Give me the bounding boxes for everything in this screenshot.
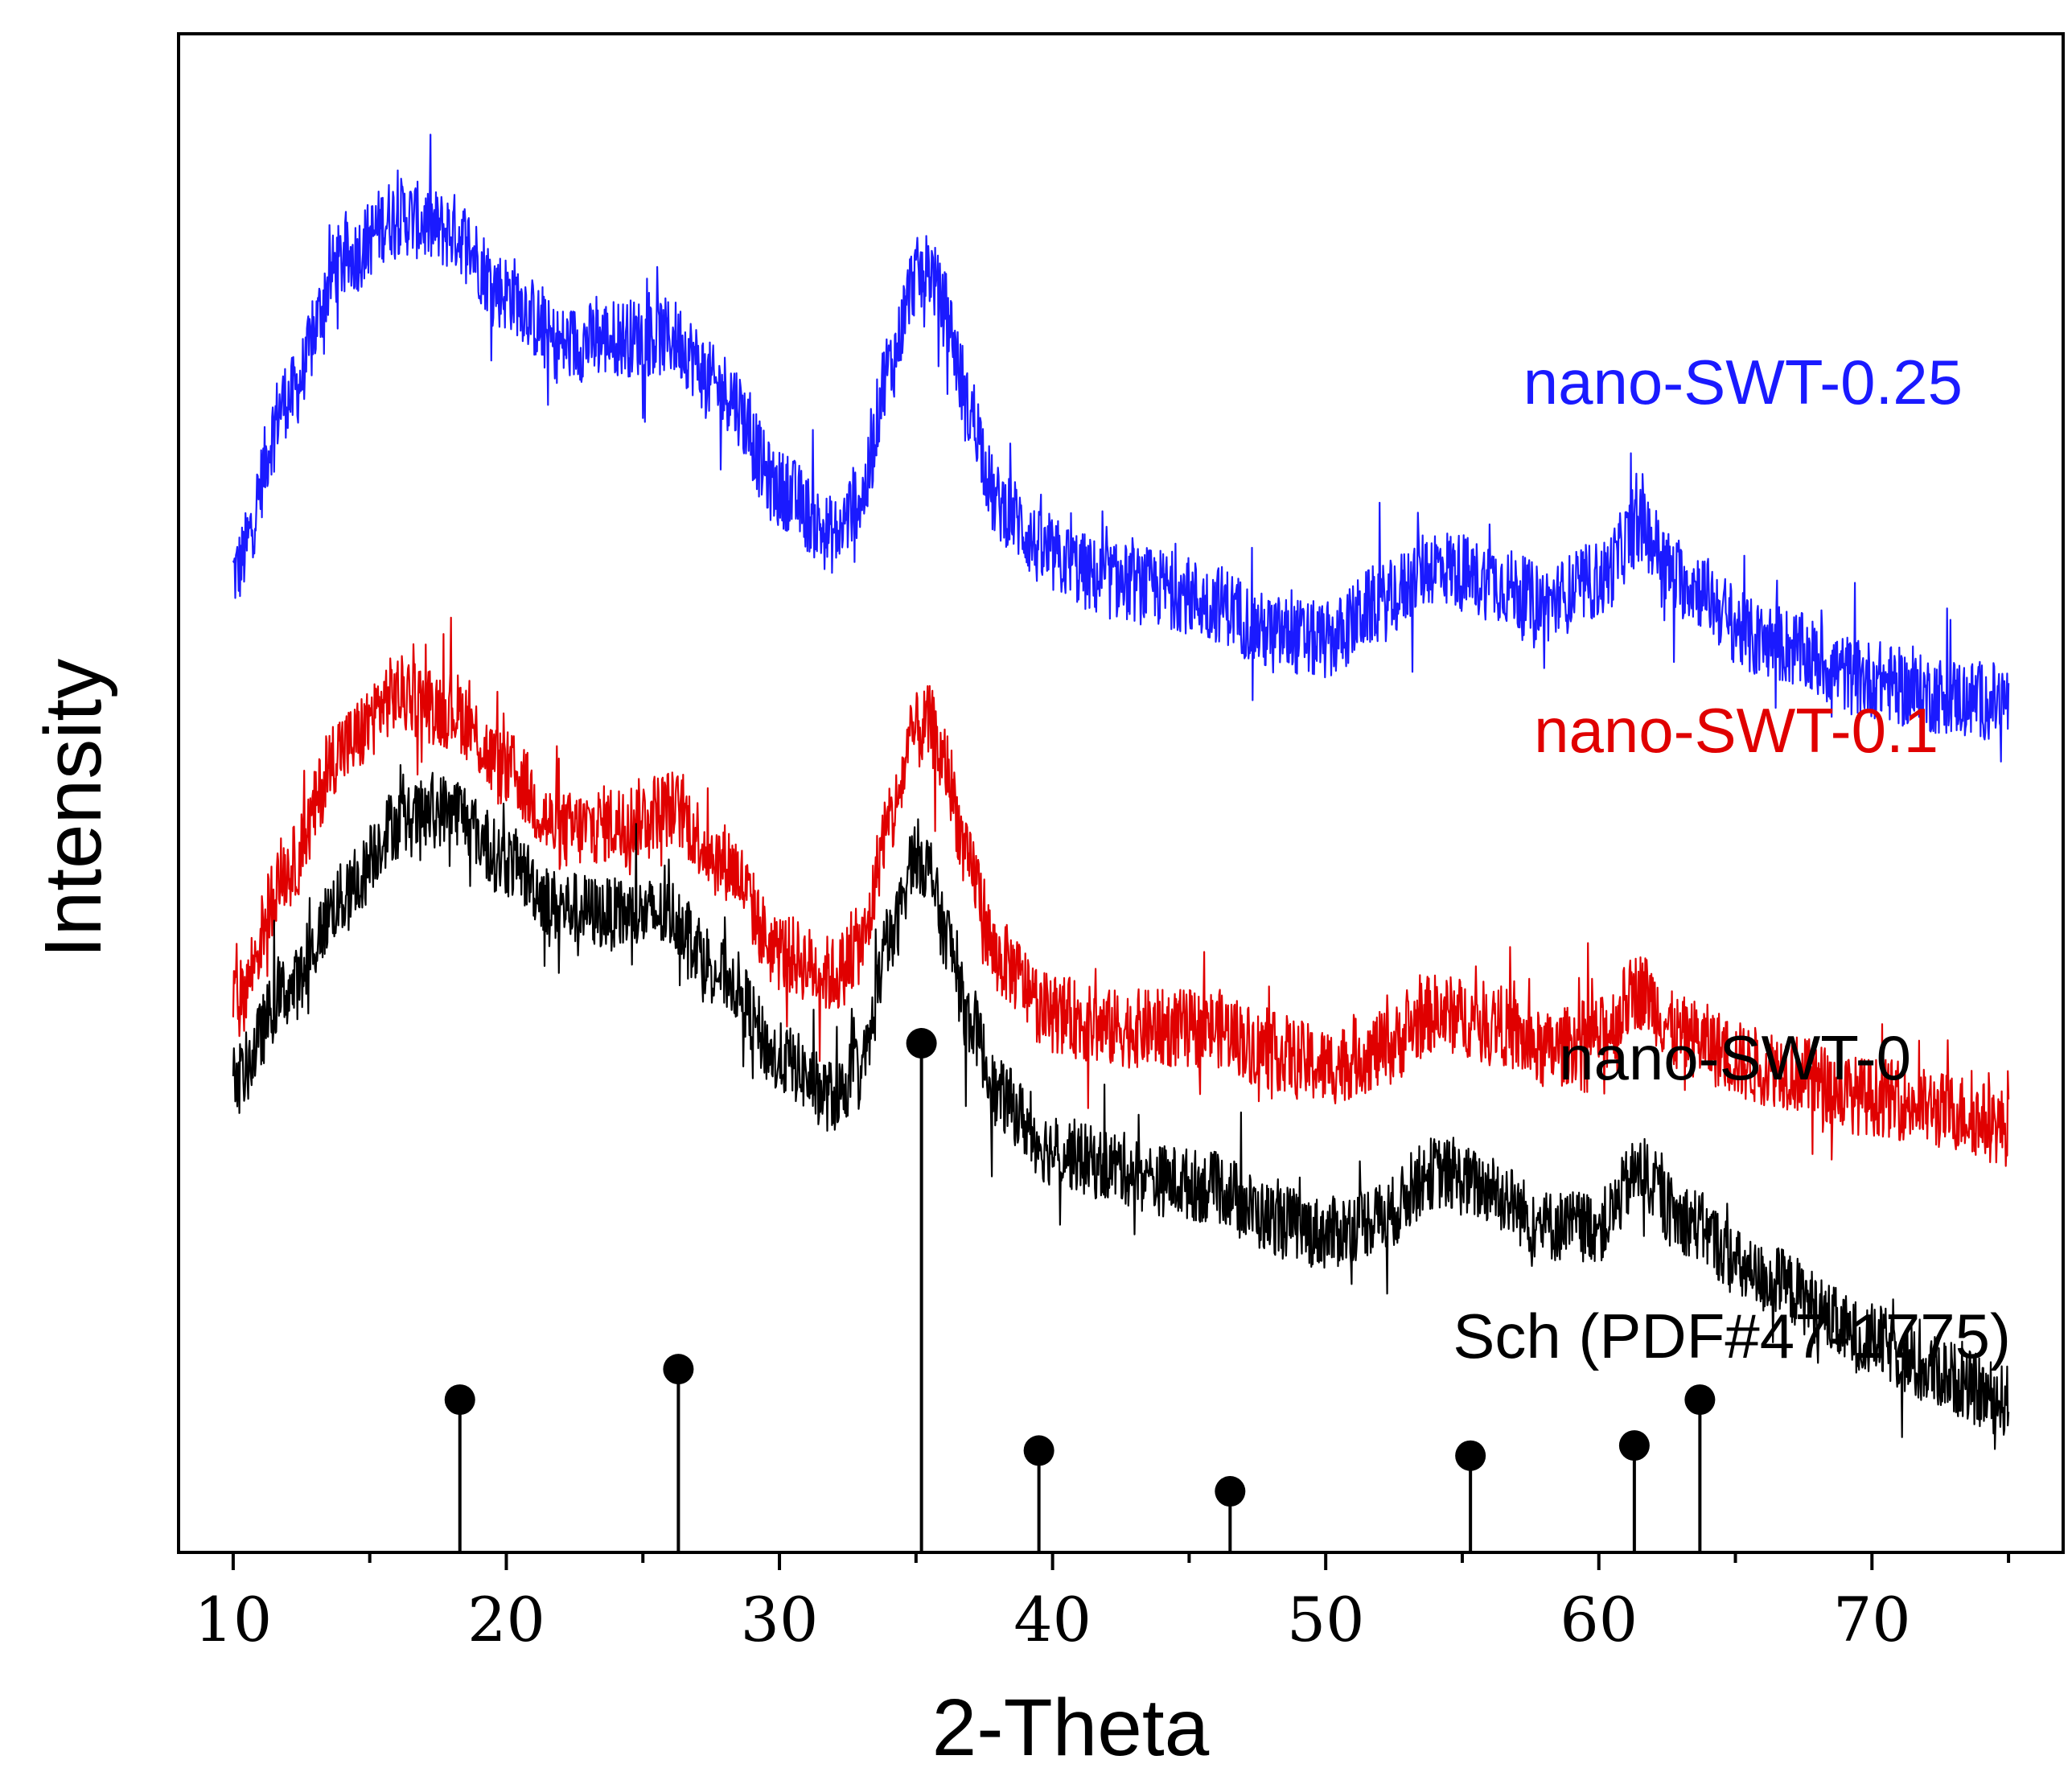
reference-peak-marker (1684, 1384, 1716, 1416)
y-axis-label: Intensity (28, 659, 118, 958)
reference-peak-marker (1455, 1440, 1486, 1471)
reference-label: Sch (PDF#47-1775) (1453, 1301, 2011, 1371)
x-tick-label: 70 (1833, 1584, 1911, 1655)
x-tick-label: 10 (195, 1584, 273, 1655)
x-tick-label: 60 (1560, 1584, 1638, 1655)
reference-peak-marker (663, 1354, 694, 1385)
plot-area (232, 134, 2010, 1552)
reference-peak-marker (1023, 1435, 1054, 1466)
reference-peak-marker (444, 1384, 475, 1416)
x-tick-label: 20 (467, 1584, 545, 1655)
reference-peak-marker (906, 1028, 937, 1059)
series-line-nano-SWT-0 (232, 764, 2010, 1450)
x-tick-label: 30 (741, 1584, 819, 1655)
plot-border (177, 32, 2065, 1554)
x-tick-label: 40 (1013, 1584, 1092, 1655)
x-axis-label: 2-Theta (932, 1683, 1210, 1772)
reference-peak-marker (1215, 1476, 1246, 1507)
series-line-nano-SWT-0.25 (232, 134, 2010, 763)
plot-frame (177, 32, 2065, 1554)
reference-peak-marker (1618, 1430, 1650, 1462)
series-label-nano-swt-0.25: nano-SWT-0.25 (1523, 347, 1963, 417)
series-label-nano-swt-0: nano-SWT-0 (1559, 1022, 1911, 1093)
series-line-nano-SWT-0.1 (232, 616, 2010, 1167)
series-label-nano-swt-0.1: nano-SWT-0.1 (1534, 695, 1938, 766)
x-axis-ticks: 10 20 30 40 50 60 70 (195, 1552, 2011, 1655)
x-tick-label: 50 (1287, 1584, 1365, 1655)
